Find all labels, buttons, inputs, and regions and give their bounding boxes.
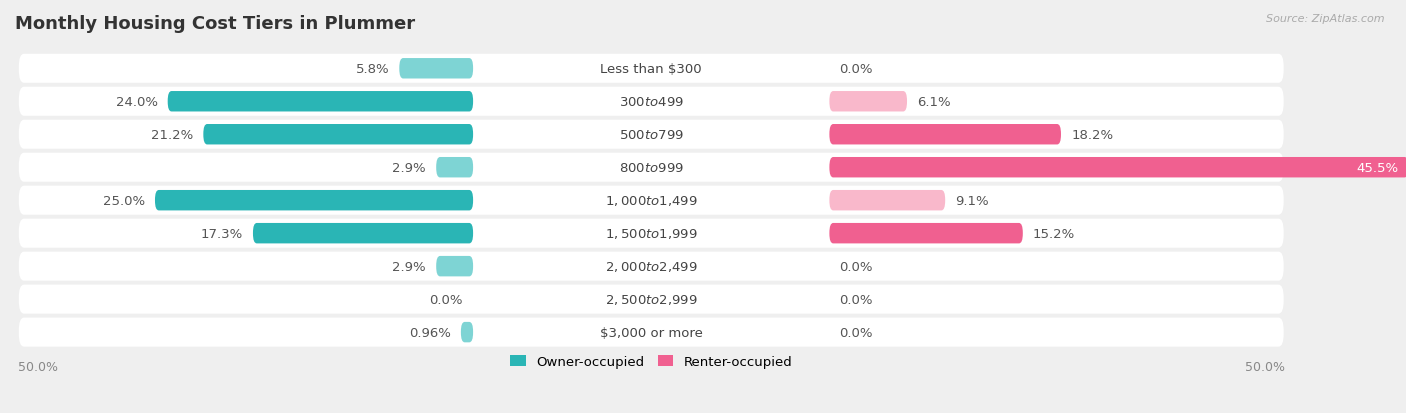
- Text: 9.1%: 9.1%: [955, 194, 988, 207]
- FancyBboxPatch shape: [475, 190, 827, 211]
- Text: 5.8%: 5.8%: [356, 63, 389, 76]
- FancyBboxPatch shape: [18, 153, 1284, 182]
- FancyBboxPatch shape: [475, 256, 827, 277]
- Text: $1,000 to $1,499: $1,000 to $1,499: [605, 194, 697, 208]
- FancyBboxPatch shape: [830, 190, 945, 211]
- Text: 0.96%: 0.96%: [409, 326, 451, 339]
- Text: Source: ZipAtlas.com: Source: ZipAtlas.com: [1267, 14, 1385, 24]
- Text: 15.2%: 15.2%: [1033, 227, 1076, 240]
- Text: $800 to $999: $800 to $999: [619, 161, 683, 174]
- Text: 0.0%: 0.0%: [839, 326, 873, 339]
- Text: $2,500 to $2,999: $2,500 to $2,999: [605, 292, 697, 306]
- FancyBboxPatch shape: [461, 322, 472, 342]
- Text: $3,000 or more: $3,000 or more: [600, 326, 703, 339]
- FancyBboxPatch shape: [475, 289, 827, 310]
- Text: $500 to $799: $500 to $799: [619, 128, 683, 141]
- Text: 0.0%: 0.0%: [839, 260, 873, 273]
- FancyBboxPatch shape: [436, 158, 472, 178]
- Text: $1,500 to $1,999: $1,500 to $1,999: [605, 227, 697, 241]
- FancyBboxPatch shape: [18, 285, 1284, 314]
- Text: 6.1%: 6.1%: [917, 95, 950, 109]
- FancyBboxPatch shape: [253, 223, 472, 244]
- Text: 21.2%: 21.2%: [150, 128, 193, 141]
- FancyBboxPatch shape: [18, 252, 1284, 281]
- Text: Monthly Housing Cost Tiers in Plummer: Monthly Housing Cost Tiers in Plummer: [15, 15, 415, 33]
- FancyBboxPatch shape: [830, 92, 907, 112]
- Text: 0.0%: 0.0%: [839, 63, 873, 76]
- Legend: Owner-occupied, Renter-occupied: Owner-occupied, Renter-occupied: [510, 355, 793, 368]
- Text: 18.2%: 18.2%: [1071, 128, 1114, 141]
- FancyBboxPatch shape: [475, 125, 827, 145]
- FancyBboxPatch shape: [475, 59, 827, 79]
- Text: 17.3%: 17.3%: [201, 227, 243, 240]
- FancyBboxPatch shape: [167, 92, 472, 112]
- FancyBboxPatch shape: [475, 223, 827, 244]
- Text: 50.0%: 50.0%: [17, 360, 58, 373]
- FancyBboxPatch shape: [18, 55, 1284, 83]
- Text: 50.0%: 50.0%: [1244, 360, 1285, 373]
- FancyBboxPatch shape: [18, 318, 1284, 347]
- FancyBboxPatch shape: [204, 125, 472, 145]
- Text: $300 to $499: $300 to $499: [619, 95, 683, 109]
- FancyBboxPatch shape: [830, 125, 1062, 145]
- FancyBboxPatch shape: [155, 190, 472, 211]
- Text: 2.9%: 2.9%: [392, 161, 426, 174]
- FancyBboxPatch shape: [830, 223, 1022, 244]
- FancyBboxPatch shape: [18, 121, 1284, 150]
- Text: 0.0%: 0.0%: [839, 293, 873, 306]
- Text: 25.0%: 25.0%: [103, 194, 145, 207]
- Text: 2.9%: 2.9%: [392, 260, 426, 273]
- FancyBboxPatch shape: [399, 59, 472, 79]
- FancyBboxPatch shape: [475, 322, 827, 342]
- FancyBboxPatch shape: [18, 219, 1284, 248]
- Text: $2,000 to $2,499: $2,000 to $2,499: [605, 259, 697, 273]
- FancyBboxPatch shape: [436, 256, 472, 277]
- FancyBboxPatch shape: [18, 88, 1284, 116]
- Text: 0.0%: 0.0%: [429, 293, 463, 306]
- Text: 45.5%: 45.5%: [1355, 161, 1398, 174]
- Text: Less than $300: Less than $300: [600, 63, 702, 76]
- FancyBboxPatch shape: [475, 158, 827, 178]
- Text: 24.0%: 24.0%: [115, 95, 157, 109]
- FancyBboxPatch shape: [18, 186, 1284, 215]
- FancyBboxPatch shape: [830, 158, 1406, 178]
- FancyBboxPatch shape: [475, 92, 827, 112]
